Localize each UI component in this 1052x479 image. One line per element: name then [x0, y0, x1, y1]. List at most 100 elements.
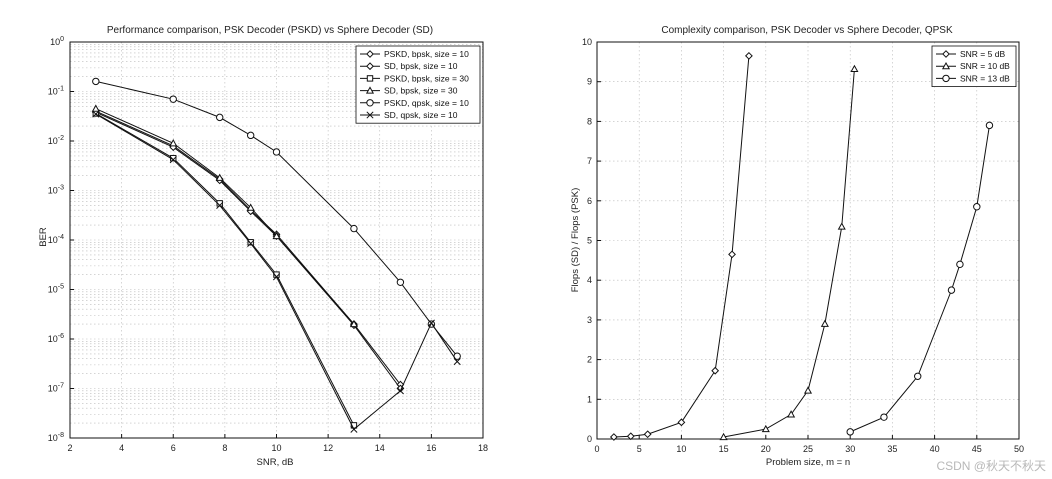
y-tick-label: 10-4: [48, 234, 64, 245]
y-tick-label: 9: [587, 77, 592, 87]
data-point-diamond: [745, 51, 753, 60]
legend-marker-diamond: [366, 62, 374, 71]
chart-1-legend: SNR = 5 dB SNR = 10 dB SNR = 13 dB: [931, 45, 1017, 87]
legend-marker-diamond: [942, 50, 950, 58]
x-tick-label: 10: [271, 443, 281, 453]
data-point-circle: [914, 372, 922, 380]
x-tick-label: 14: [375, 443, 385, 453]
right-chart-ylabel: Flops (SD) / Flops (PSK): [570, 188, 581, 293]
series-line: [850, 125, 990, 433]
y-tick-label: 4: [587, 275, 592, 285]
legend-marker-circle: [366, 99, 374, 107]
series-line: [95, 108, 355, 325]
y-tick-label: 3: [587, 315, 592, 325]
series-diamond: [609, 51, 753, 441]
data-point-triangle: [761, 424, 770, 433]
data-point-triangle: [349, 319, 358, 328]
data-point-x: [396, 387, 404, 395]
series-x: [92, 110, 461, 433]
legend-marker-circle: [942, 74, 950, 83]
data-point-circle: [272, 148, 281, 156]
legend-label: SNR = 13 dB: [960, 73, 1010, 83]
y-tick-label: 7: [587, 156, 592, 166]
data-point-triangle: [719, 432, 728, 441]
data-point-triangle: [787, 410, 796, 418]
data-point-circle: [947, 286, 956, 294]
data-point-diamond: [643, 430, 652, 439]
data-point-x: [453, 358, 461, 366]
data-point-x: [427, 319, 435, 327]
x-tick-label: 25: [803, 444, 813, 454]
data-point-diamond: [677, 418, 686, 427]
legend-label: SNR = 10 dB: [960, 61, 1010, 71]
right-chart-xlabel: Problem size, m = n: [766, 457, 850, 468]
data-point-triangle: [246, 203, 255, 211]
x-tick-label: 8: [222, 443, 227, 453]
data-point-triangle: [169, 139, 178, 147]
left-chart-ylabel: BER: [38, 227, 49, 247]
legend-label: PSKD, bpsk, size = 10: [384, 49, 469, 59]
y-tick-label: 10-3: [48, 185, 64, 196]
y-tick-label: 10: [582, 37, 592, 47]
y-tick-label: 100: [50, 36, 64, 47]
legend-marker-triangle: [941, 61, 951, 70]
series-circle: [92, 77, 461, 360]
legend-label: PSKD, bpsk, size = 30: [384, 73, 469, 83]
data-point-circle: [880, 413, 888, 421]
x-tick-label: 30: [845, 444, 855, 454]
data-point-x: [92, 110, 100, 118]
legend-marker-diamond: [366, 50, 374, 58]
x-tick-label: 18: [478, 443, 488, 453]
y-tick-label: 1: [587, 394, 592, 404]
data-point-diamond: [728, 250, 736, 259]
series-line: [95, 111, 401, 389]
legend-marker-triangle: [365, 86, 375, 94]
data-point-circle: [985, 121, 994, 130]
y-tick-label: 5: [587, 236, 592, 246]
series-diamond: [91, 108, 405, 393]
legend-marker-x: [366, 111, 374, 119]
y-tick-label: 10-6: [48, 333, 64, 344]
x-tick-label: 20: [761, 444, 771, 454]
y-tick-label: 10-1: [48, 86, 64, 97]
x-tick-label: 0: [594, 444, 599, 454]
data-point-circle: [246, 131, 255, 140]
data-point-triangle: [215, 173, 224, 181]
x-tick-label: 45: [972, 444, 982, 454]
y-tick-label: 6: [587, 196, 592, 206]
series-circle: [846, 121, 994, 436]
data-point-triangle: [820, 319, 829, 327]
x-tick-label: 12: [323, 443, 333, 453]
x-tick-label: 6: [171, 443, 176, 453]
data-point-circle: [973, 203, 981, 211]
legend-label: PSKD, qpsk, size = 10: [384, 98, 469, 108]
data-point-x: [247, 239, 255, 248]
legend-box: [355, 45, 481, 124]
x-tick-label: 4: [119, 443, 124, 453]
x-tick-label: 35: [887, 444, 897, 454]
data-point-circle: [350, 224, 358, 233]
chart-1-grid: [596, 41, 1020, 440]
data-point-circle: [92, 77, 100, 86]
data-point-triangle: [272, 231, 281, 240]
right-chart-title: Complexity comparison, PSK Decoder vs Sp…: [661, 25, 953, 36]
y-tick-label: 10-5: [48, 284, 64, 295]
chart-0-axes-box: [69, 41, 484, 439]
data-point-x: [216, 201, 224, 209]
y-tick-label: 2: [587, 355, 592, 365]
data-point-x: [169, 156, 177, 164]
data-point-square: [350, 422, 358, 429]
left-chart: Performance comparison, PSK Decoder (PSK…: [38, 25, 433, 468]
y-tick-label: 8: [587, 116, 592, 126]
right-chart: Complexity comparison, PSK Decoder vs Sp…: [570, 25, 953, 468]
y-tick-label: 0: [587, 434, 592, 444]
series-line: [95, 113, 355, 426]
left-chart-xlabel: SNR, dB: [257, 457, 294, 468]
x-tick-label: 16: [426, 443, 436, 453]
data-point-square: [247, 239, 254, 246]
series-triangle: [91, 104, 358, 328]
data-point-circle: [956, 260, 964, 269]
data-point-triangle: [803, 386, 813, 394]
